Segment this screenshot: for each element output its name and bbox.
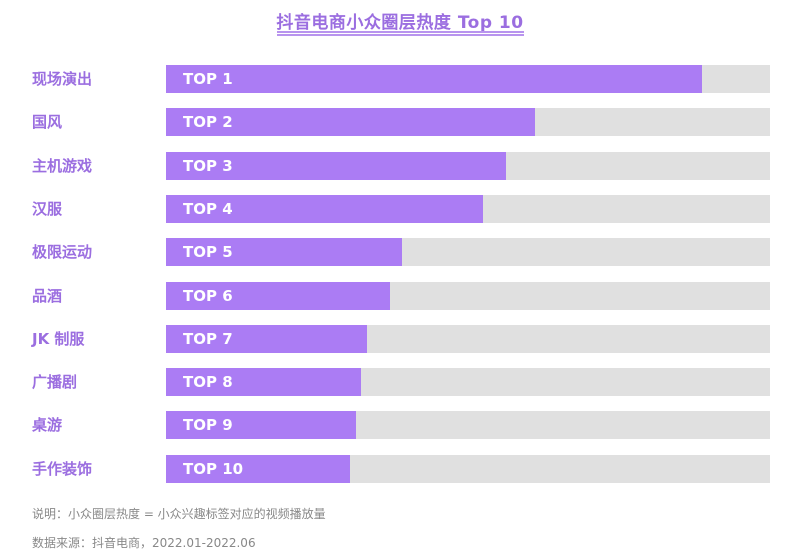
bar-track: TOP 7 <box>166 324 770 353</box>
category-label: 国风 <box>32 113 63 132</box>
bar-row: 主机游戏 TOP 3 <box>0 151 800 180</box>
bar-fill <box>166 151 507 180</box>
category-label: 品酒 <box>32 286 63 305</box>
rank-label: TOP 5 <box>183 243 233 262</box>
bar-row: 极限运动 TOP 5 <box>0 238 800 267</box>
bar-row: 汉服 TOP 4 <box>0 194 800 223</box>
bar-fill <box>166 65 702 93</box>
bar-track: TOP 1 <box>166 65 770 93</box>
bar-row: 现场演出 TOP 1 <box>0 65 800 93</box>
bar-fill <box>166 368 362 397</box>
bar-row: 广播剧 TOP 8 <box>0 368 800 397</box>
data-source: 数据来源：抖音电商，2022.01-2022.06 <box>32 536 256 550</box>
bar-track: TOP 8 <box>166 368 770 397</box>
rank-label: TOP 4 <box>183 199 233 218</box>
category-label: 广播剧 <box>32 373 78 392</box>
bar-track: TOP 6 <box>166 281 770 310</box>
category-label: 极限运动 <box>32 243 93 262</box>
bar-row: 国风 TOP 2 <box>0 108 800 137</box>
bar-track: TOP 3 <box>166 151 770 180</box>
bar-row: JK 制服 TOP 7 <box>0 324 800 353</box>
bar-fill <box>166 324 368 353</box>
bar-fill <box>166 411 357 440</box>
bar-track: TOP 10 <box>166 454 770 483</box>
rank-label: TOP 3 <box>183 156 233 175</box>
bar-fill <box>166 454 351 483</box>
rank-label: TOP 1 <box>183 70 233 88</box>
bar-row: 手作装饰 TOP 10 <box>0 454 800 483</box>
bar-fill <box>166 194 484 223</box>
chart-title: 抖音电商小众圈层热度 Top 10 <box>276 13 524 33</box>
bar-fill <box>166 108 536 137</box>
category-label: 手作装饰 <box>32 459 93 478</box>
bar-fill <box>166 238 403 267</box>
chart-note: 说明：小众圈层热度 = 小众兴趣标签对应的视频播放量 <box>32 507 326 521</box>
rank-label: TOP 8 <box>183 373 233 392</box>
rank-label: TOP 9 <box>183 416 233 435</box>
bar-fill <box>166 281 391 310</box>
bar-track: TOP 2 <box>166 108 770 137</box>
rank-label: TOP 7 <box>183 329 233 348</box>
bar-track: TOP 9 <box>166 411 770 440</box>
category-label: 桌游 <box>32 416 63 435</box>
bar-row: 品酒 TOP 6 <box>0 281 800 310</box>
rank-label: TOP 2 <box>183 113 233 132</box>
bar-track: TOP 4 <box>166 194 770 223</box>
category-label: 现场演出 <box>32 70 93 88</box>
bar-row: 桌游 TOP 9 <box>0 411 800 440</box>
category-label: 汉服 <box>32 199 63 218</box>
rank-label: TOP 10 <box>183 459 244 478</box>
bar-track: TOP 5 <box>166 238 770 267</box>
category-label: 主机游戏 <box>32 156 93 175</box>
rank-label: TOP 6 <box>183 286 233 305</box>
category-label: JK 制服 <box>32 329 85 348</box>
title-underline <box>277 31 524 36</box>
